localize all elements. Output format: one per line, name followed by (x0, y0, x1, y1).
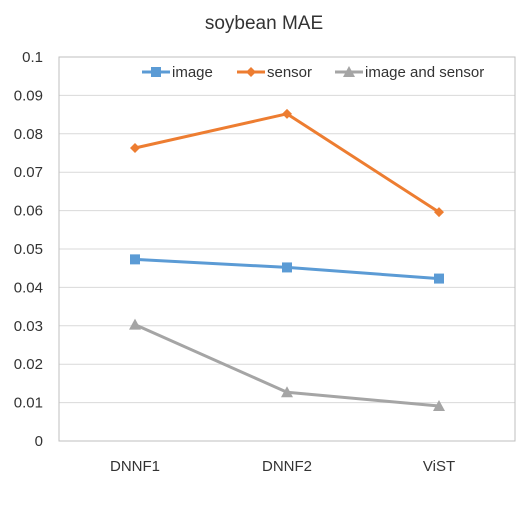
y-tick-label: 0.06 (14, 203, 43, 220)
legend-item-image: image (142, 64, 213, 81)
y-tick-label: 0.05 (14, 241, 43, 258)
y-axis-tick-labels: 0 0.01 0.02 0.03 0.04 0.05 0.06 0.07 0.08 0.09 0.1 (14, 49, 43, 450)
legend-label-image-and-sensor: image and sensor (365, 64, 484, 81)
legend-marker-image-and-sensor (343, 66, 355, 77)
y-tick-label: 0.04 (14, 279, 43, 296)
x-tick-label: ViST (423, 458, 455, 475)
y-tick-label: 0.1 (22, 49, 43, 66)
y-tick-label: 0.01 (14, 395, 43, 412)
legend-marker-sensor (246, 67, 256, 77)
series-sensor (130, 108, 444, 218)
chart-title: soybean MAE (205, 13, 323, 34)
legend-label-image: image (172, 64, 213, 81)
data-point-image (130, 254, 140, 265)
legend-item-image-and-sensor: image and sensor (335, 64, 484, 81)
y-tick-label: 0.02 (14, 356, 43, 373)
y-tick-label: 0 (35, 433, 43, 450)
series-image-and-sensor (129, 318, 445, 412)
data-point-sensor (282, 108, 292, 119)
x-tick-label: DNNF1 (110, 458, 160, 475)
data-point-sensor (130, 143, 140, 154)
data-point-image (434, 273, 444, 284)
series-image (130, 254, 444, 284)
y-tick-label: 0.07 (14, 164, 43, 181)
legend-marker-image (151, 67, 161, 77)
data-point-image (282, 262, 292, 273)
data-point-image-and-sensor (433, 400, 445, 412)
y-tick-label: 0.03 (14, 318, 43, 335)
legend-label-sensor: sensor (267, 64, 312, 81)
x-tick-label: DNNF2 (262, 458, 312, 475)
y-tick-label: 0.09 (14, 87, 43, 104)
legend: image sensor image and sensor (142, 64, 484, 81)
series-line-sensor (134, 112, 440, 214)
legend-item-sensor: sensor (237, 64, 312, 81)
x-axis-tick-labels: DNNF1 DNNF2 ViST (110, 458, 455, 475)
y-tick-label: 0.08 (14, 126, 43, 143)
data-point-image-and-sensor (129, 318, 141, 330)
axes (58, 56, 516, 442)
plot-area-border (58, 56, 516, 442)
data-point-sensor (434, 207, 444, 218)
data-series (129, 108, 445, 412)
data-point-image-and-sensor (281, 386, 293, 398)
